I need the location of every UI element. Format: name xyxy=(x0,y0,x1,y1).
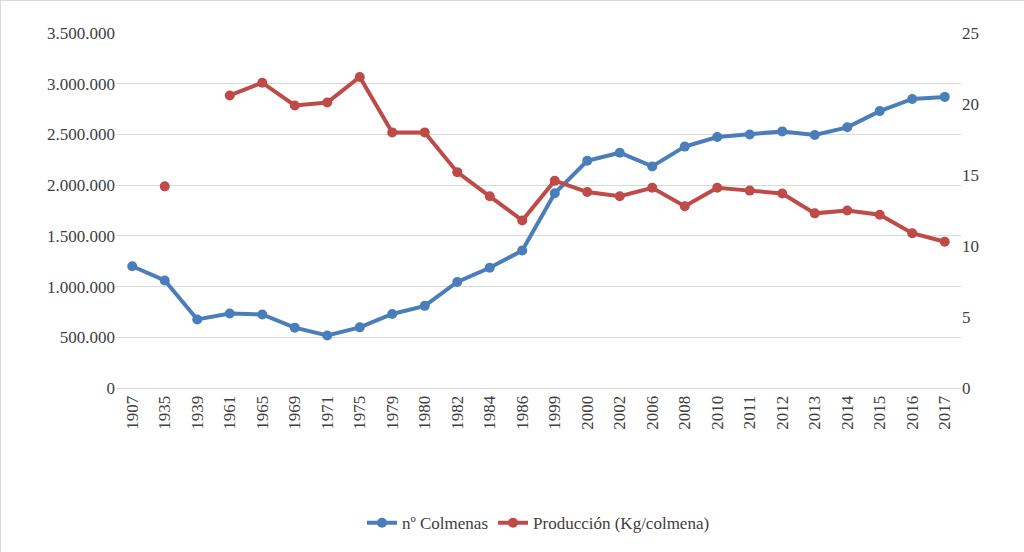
svg-text:2017: 2017 xyxy=(935,395,954,430)
svg-text:0: 0 xyxy=(962,379,971,398)
svg-text:2016: 2016 xyxy=(903,396,922,430)
svg-text:Producción (Kg/colmena): Producción (Kg/colmena) xyxy=(533,514,709,533)
svg-text:500.000: 500.000 xyxy=(60,328,115,347)
svg-text:1961: 1961 xyxy=(220,396,239,430)
svg-text:2006: 2006 xyxy=(643,396,662,430)
svg-text:3.000.000: 3.000.000 xyxy=(47,75,115,94)
svg-text:2008: 2008 xyxy=(675,396,694,430)
svg-text:3.500.000: 3.500.000 xyxy=(47,24,115,43)
svg-text:2014: 2014 xyxy=(838,395,857,430)
svg-text:1965: 1965 xyxy=(253,396,272,430)
svg-text:1.000.000: 1.000.000 xyxy=(47,278,115,297)
svg-text:25: 25 xyxy=(962,24,979,43)
svg-text:2.000.000: 2.000.000 xyxy=(47,176,115,195)
svg-text:1980: 1980 xyxy=(415,396,434,430)
svg-text:2.500.000: 2.500.000 xyxy=(47,125,115,144)
svg-text:1971: 1971 xyxy=(318,396,337,430)
svg-text:10: 10 xyxy=(962,237,979,256)
svg-text:2000: 2000 xyxy=(578,396,597,430)
svg-text:1975: 1975 xyxy=(350,396,369,430)
svg-text:15: 15 xyxy=(962,166,979,185)
svg-text:2010: 2010 xyxy=(708,396,727,430)
svg-text:1982: 1982 xyxy=(448,396,467,430)
svg-text:2015: 2015 xyxy=(870,396,889,430)
svg-text:1999: 1999 xyxy=(545,396,564,430)
svg-text:5: 5 xyxy=(962,308,971,327)
svg-text:1984: 1984 xyxy=(480,395,499,430)
svg-text:2011: 2011 xyxy=(740,396,759,429)
svg-text:1939: 1939 xyxy=(188,396,207,430)
svg-text:1986: 1986 xyxy=(513,396,532,430)
svg-text:2013: 2013 xyxy=(805,396,824,430)
svg-text:2002: 2002 xyxy=(610,396,629,430)
svg-text:1.500.000: 1.500.000 xyxy=(47,227,115,246)
svg-text:2012: 2012 xyxy=(773,396,792,430)
svg-text:1979: 1979 xyxy=(383,396,402,430)
svg-text:1935: 1935 xyxy=(155,396,174,430)
svg-text:1969: 1969 xyxy=(285,396,304,430)
svg-text:0: 0 xyxy=(107,379,116,398)
svg-text:20: 20 xyxy=(962,95,979,114)
svg-text:1907: 1907 xyxy=(123,395,142,430)
svg-text:nº Colmenas: nº Colmenas xyxy=(402,514,488,533)
